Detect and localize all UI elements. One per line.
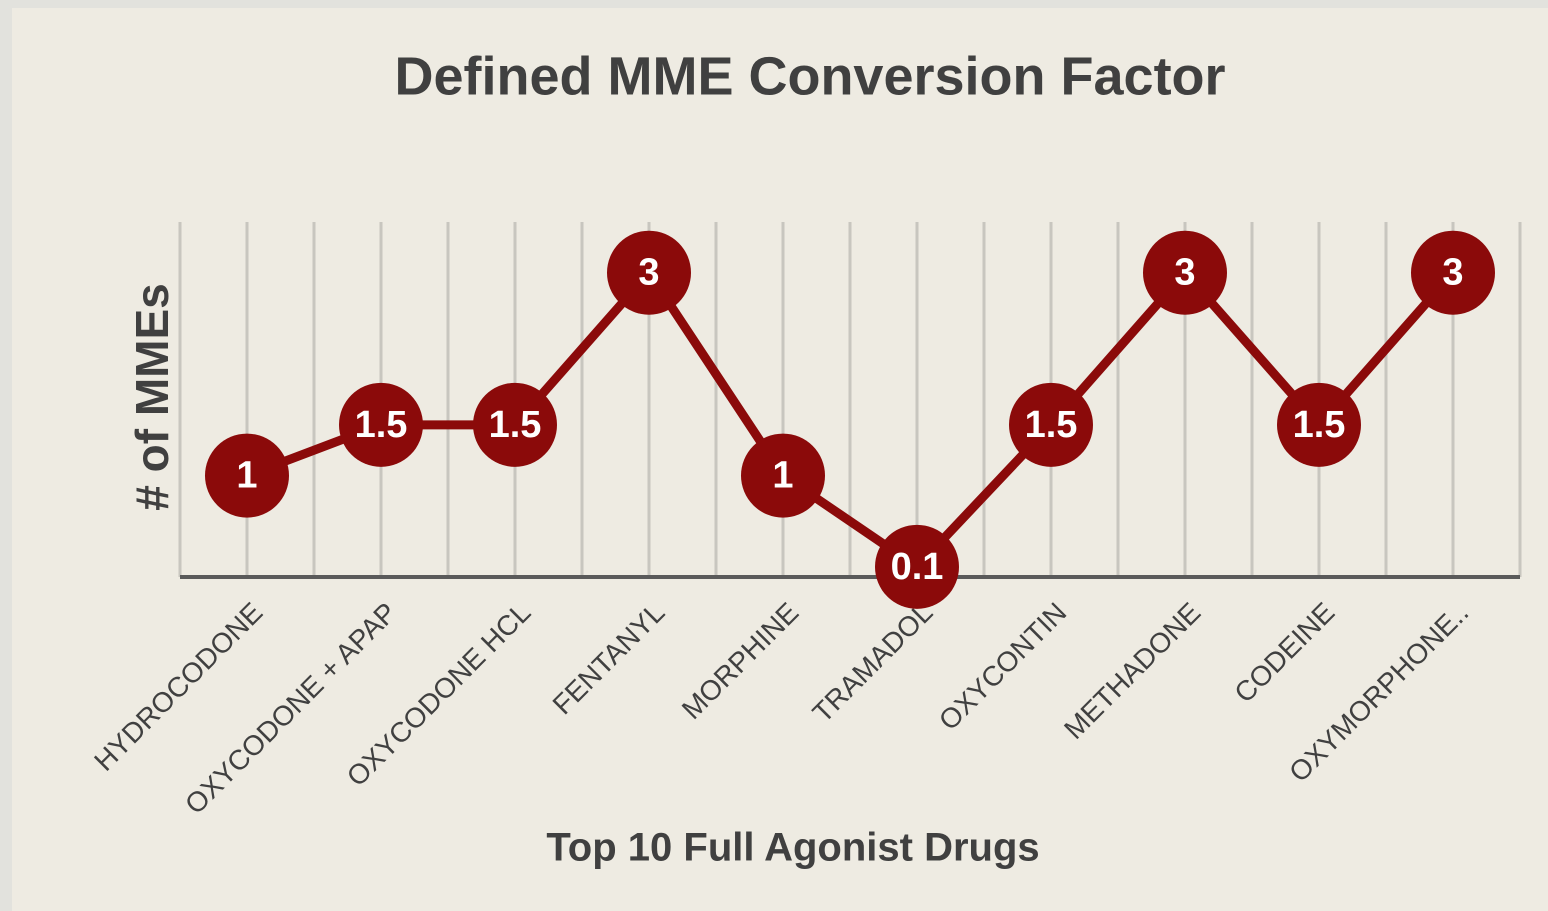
data-point: [607, 230, 691, 315]
series-line: [245, 268, 1457, 572]
data-label: 3: [1442, 252, 1463, 294]
data-label: 1.5: [355, 404, 408, 446]
data-point: [473, 382, 557, 467]
data-label: 1: [236, 455, 257, 497]
data-label: 1.5: [1025, 404, 1078, 446]
data-point: [1009, 382, 1093, 467]
x-axis-title: Top 10 Full Agonist Drugs: [546, 826, 1039, 870]
data-point: [875, 524, 959, 609]
data-point: [205, 433, 289, 518]
y-axis-title: # of MMEs: [126, 283, 178, 510]
data-label: 3: [638, 252, 659, 294]
data-point: [1277, 382, 1361, 467]
data-label: 3: [1174, 252, 1195, 294]
data-label: 0.1: [891, 546, 944, 588]
data-label: 1: [772, 455, 793, 497]
data-point: [1411, 230, 1495, 315]
data-point: [339, 382, 423, 467]
chart-title: Defined MME Conversion Factor: [394, 46, 1225, 106]
data-label: 1.5: [1293, 404, 1346, 446]
data-label: 1.5: [489, 404, 542, 446]
data-point: [1143, 230, 1227, 315]
data-point: [741, 433, 825, 518]
